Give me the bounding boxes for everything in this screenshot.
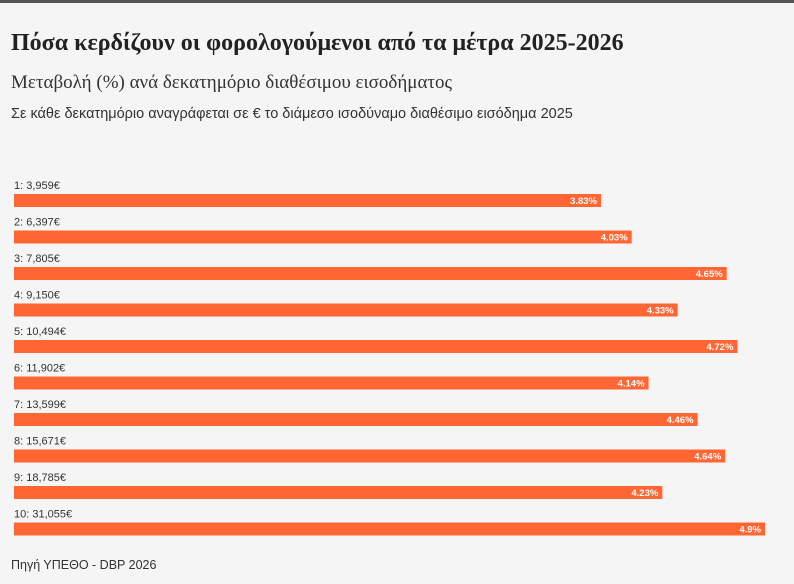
value-label: 3.83% (570, 196, 597, 207)
value-label: 4.65% (696, 269, 723, 280)
value-label: 4.33% (647, 306, 674, 317)
bar (14, 413, 698, 426)
bar (14, 376, 649, 390)
chart-title: Πόσα κερδίζουν οι φορολογούμενοι από τα … (11, 30, 624, 56)
bar (14, 486, 663, 499)
bar (14, 267, 727, 280)
source-note: Πηγή ΥΠΕΘΟ - DBP 2026 (11, 558, 157, 572)
category-label: 2: 6,397€ (14, 217, 60, 229)
category-label: 4: 9,150€ (14, 290, 60, 302)
bar (14, 303, 678, 317)
value-label: 4.46% (667, 415, 694, 426)
value-label: 4.72% (706, 342, 733, 353)
bar (14, 449, 726, 463)
category-label: 5: 10,494€ (14, 326, 66, 338)
top-rule (0, 0, 794, 3)
value-label: 4.64% (694, 452, 721, 463)
bar (14, 230, 632, 244)
category-label: 1: 3,959€ (14, 180, 60, 192)
value-label: 4.03% (601, 233, 628, 244)
category-label: 3: 7,805€ (14, 253, 60, 265)
bar-chart: 1: 3,959€ 3.83% 2: 6,397€ 4.03% 3: 7,805€ 4.6… (14, 180, 765, 536)
category-label: 6: 11,902€ (14, 363, 65, 375)
bar (14, 340, 738, 353)
value-label: 4.14% (618, 379, 645, 390)
category-label: 8: 15,671€ (14, 436, 66, 448)
chart-note: Σε κάθε δεκατημόριο αναγράφεται σε € το … (11, 106, 573, 122)
value-label: 4.23% (631, 488, 658, 499)
category-label: 9: 18,785€ (14, 472, 66, 484)
chart-subtitle: Μεταβολή (%) ανά δεκατημόριο διαθέσιμου … (11, 72, 453, 93)
category-label: 7: 13,599€ (14, 399, 66, 411)
category-label: 10: 31,055€ (14, 509, 72, 521)
bar (14, 522, 765, 536)
value-label: 4.9% (739, 525, 761, 536)
bar (14, 194, 602, 207)
